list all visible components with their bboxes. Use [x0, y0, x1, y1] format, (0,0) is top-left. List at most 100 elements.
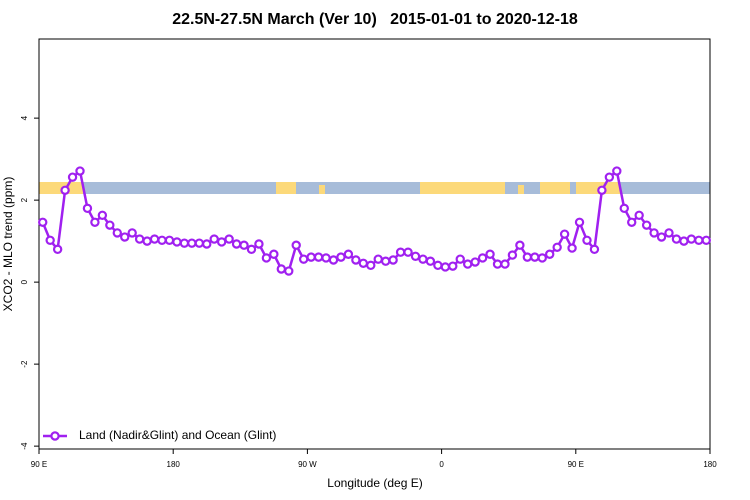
data-point — [291, 240, 301, 250]
data-point — [254, 239, 264, 249]
data-point — [492, 259, 503, 269]
data-point — [343, 249, 354, 259]
data-point — [82, 203, 93, 214]
data-point — [172, 237, 182, 247]
data-point — [641, 220, 652, 230]
data-point — [462, 259, 473, 269]
plot-frame — [38, 38, 711, 450]
data-point — [537, 253, 547, 263]
data-point — [194, 238, 204, 248]
y-tick-label: 4 — [20, 115, 29, 120]
data-point — [157, 235, 167, 246]
data-point — [276, 264, 287, 274]
data-point — [298, 254, 309, 264]
legend-marker — [50, 431, 60, 441]
data-point — [515, 240, 525, 250]
data-point — [231, 239, 242, 249]
data-point — [589, 244, 600, 255]
data-point — [440, 262, 451, 272]
data-point — [60, 185, 70, 195]
data-point — [269, 249, 279, 259]
data-point — [187, 238, 197, 248]
data-point — [410, 251, 421, 261]
data-point — [597, 185, 607, 195]
x-tick-label: 90 W — [298, 460, 317, 469]
data-point — [202, 239, 212, 249]
data-point — [149, 234, 160, 244]
data-point — [649, 228, 659, 238]
land-strip — [518, 185, 524, 194]
legend-label: Land (Nadir&Glint) and Ocean (Glint) — [79, 428, 276, 442]
data-point — [97, 210, 108, 220]
x-tick-label: 180 — [703, 460, 717, 469]
data-point — [612, 166, 622, 176]
data-point — [380, 256, 391, 266]
data-point — [388, 255, 398, 265]
data-point — [619, 203, 629, 214]
y-tick-label: 2 — [20, 197, 29, 202]
data-point — [574, 217, 585, 227]
data-point — [500, 259, 510, 269]
chart-title: 22.5N-27.5N March (Ver 10) 2015-01-01 to… — [172, 11, 578, 28]
data-point — [552, 242, 562, 252]
data-point — [224, 234, 234, 244]
data-point — [559, 229, 570, 239]
y-tick-label: 0 — [20, 279, 29, 284]
y-axis-label: XCO2 - MLO trend (ppm) — [1, 177, 15, 312]
data-point — [52, 244, 63, 255]
data-point — [545, 249, 555, 259]
data-point — [403, 247, 413, 257]
data-point — [246, 244, 257, 255]
data-point — [522, 252, 533, 262]
x-axis-label: Longitude (deg E) — [327, 476, 422, 490]
data-point — [164, 235, 175, 246]
land-strip — [540, 182, 570, 194]
data-point — [582, 235, 592, 246]
data-point — [604, 172, 615, 182]
data-point — [656, 232, 667, 242]
data-point — [134, 234, 145, 244]
data-point — [127, 228, 137, 238]
data-point — [485, 249, 495, 259]
data-point — [671, 234, 682, 244]
data-point — [120, 232, 130, 242]
data-point — [664, 228, 674, 238]
data-point — [507, 250, 518, 260]
data-point — [336, 252, 346, 262]
y-tick-label: -4 — [20, 442, 29, 450]
data-point — [433, 260, 443, 271]
data-point — [627, 217, 637, 227]
data-point — [455, 254, 465, 264]
data-point — [75, 166, 85, 176]
data-point — [694, 235, 704, 246]
data-point — [418, 254, 428, 264]
data-point — [38, 217, 48, 227]
x-tick-label: 90 E — [568, 460, 584, 469]
data-point — [313, 252, 324, 262]
data-point — [321, 253, 331, 263]
data-point — [90, 217, 100, 227]
x-tick-label: 180 — [167, 460, 181, 469]
data-point — [67, 172, 78, 182]
data-point — [142, 236, 152, 246]
data-point — [306, 252, 316, 262]
data-point — [425, 256, 436, 266]
data-point — [679, 236, 689, 246]
data-point — [239, 240, 249, 250]
data-point — [209, 234, 219, 244]
data-point — [45, 235, 55, 246]
data-point — [284, 266, 294, 276]
land-ocean-band — [39, 182, 710, 194]
data-point — [470, 257, 480, 267]
data-point — [373, 254, 383, 264]
data-point — [701, 235, 711, 246]
x-tick-label: 0 — [439, 460, 444, 469]
data-point — [351, 255, 361, 265]
land-strip — [276, 182, 296, 194]
data-point — [366, 260, 376, 271]
land-strip — [420, 182, 505, 194]
data-point — [477, 253, 488, 263]
data-point — [395, 247, 406, 257]
